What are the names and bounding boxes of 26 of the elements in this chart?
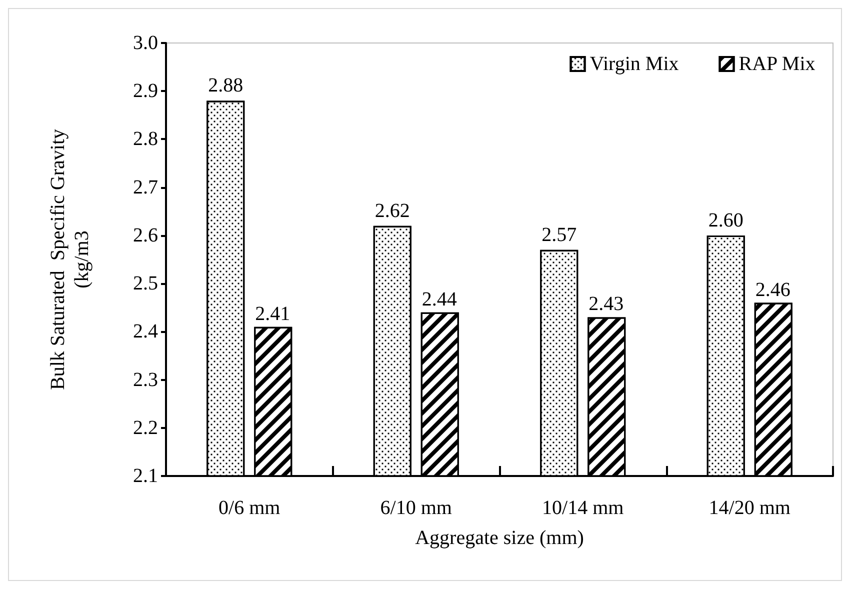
- y-tick-label: 2.7: [133, 176, 158, 198]
- text: 2.57: [542, 224, 577, 246]
- x-tick-label: 0/6 mm: [218, 497, 281, 519]
- text: 2.88: [208, 74, 244, 97]
- y-tick-label: 2.6: [133, 224, 158, 246]
- x-axis-title: Aggregate size (mm): [415, 527, 584, 549]
- text: 2.43: [588, 293, 624, 316]
- y-tick-label: 2.2: [133, 416, 158, 439]
- text: 2.41: [255, 302, 290, 325]
- y-tick-label: 2.3: [133, 368, 158, 391]
- x-tick-label: 14/20 mm: [708, 497, 791, 519]
- x-tick-label: 6/10 mm: [380, 497, 452, 519]
- y-tick-label: 2.8: [133, 128, 158, 150]
- legend-label: RAP Mix: [738, 53, 816, 75]
- y-tick-label: 3.0: [133, 32, 158, 54]
- text: 2.60: [708, 209, 744, 232]
- y-tick-label: 2.4: [133, 320, 158, 343]
- y-axis-title: Bulk Saturated Specific Gravity (kg/m3: [47, 128, 93, 390]
- text: 2.44: [422, 288, 457, 310]
- legend-label: Virgin Mix: [590, 53, 679, 75]
- y-tick-label: 2.9: [133, 80, 158, 102]
- x-tick-label: 10/14 mm: [542, 497, 624, 519]
- y-tick-label: 2.5: [133, 272, 158, 295]
- y-tick-label: 2.1: [133, 465, 158, 487]
- text: 2.62: [374, 200, 410, 222]
- text: 2.46: [755, 278, 790, 301]
